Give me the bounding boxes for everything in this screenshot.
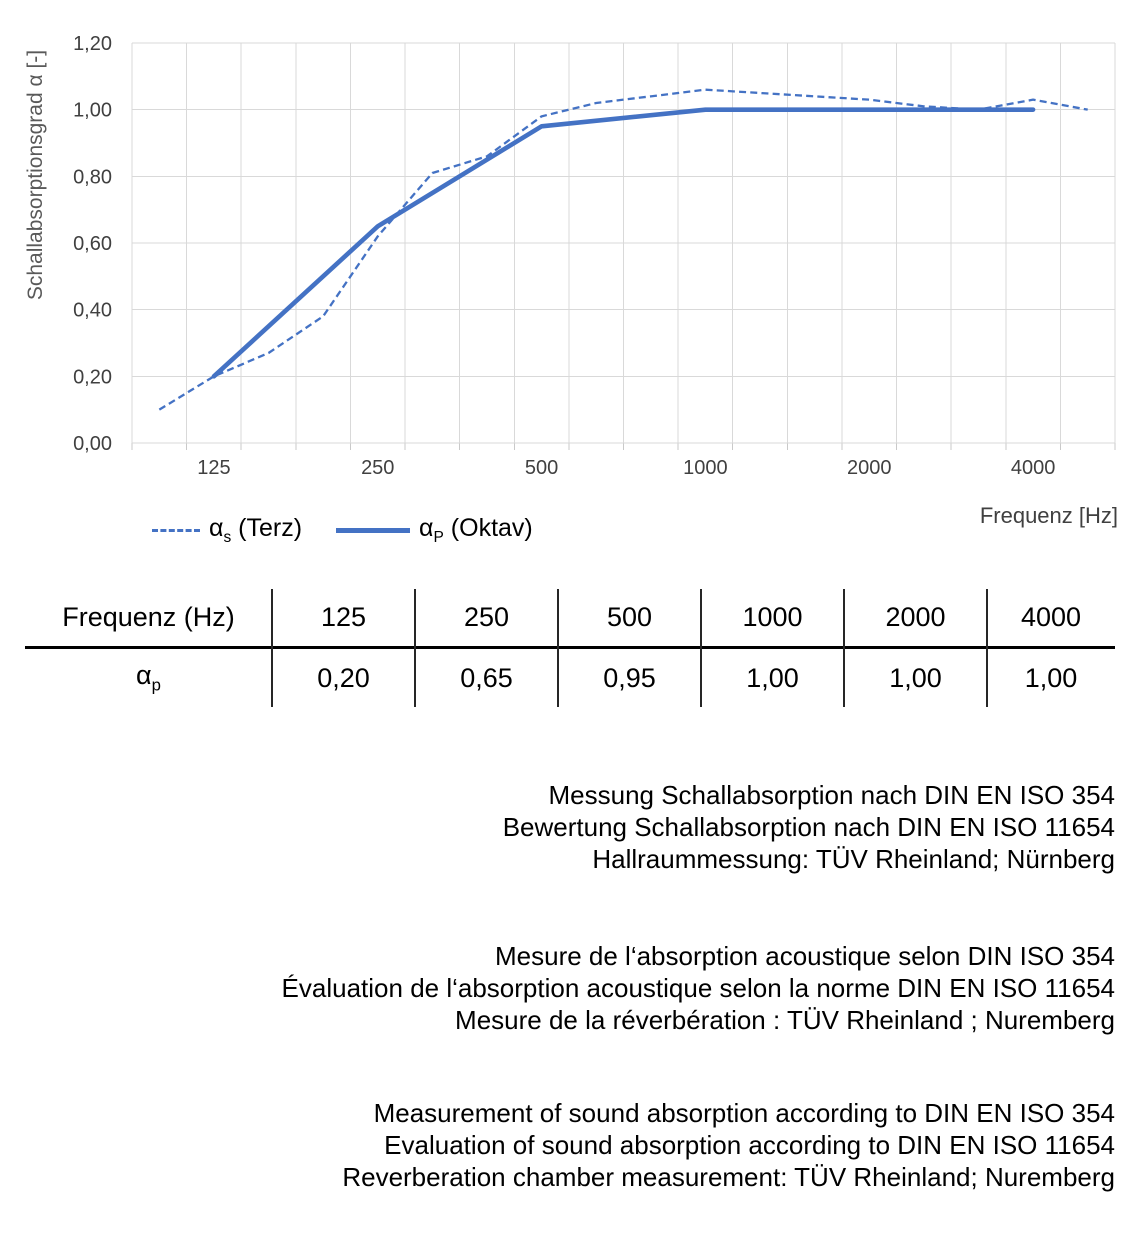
solid-line-icon: [336, 528, 411, 533]
note-line: Évaluation de l‘absorption acoustique se…: [281, 973, 1115, 1003]
svg-text:0,60: 0,60: [73, 233, 112, 255]
svg-text:1,00: 1,00: [73, 100, 112, 122]
svg-text:0,80: 0,80: [73, 166, 112, 188]
table-cell-125: 0,20: [317, 662, 370, 693]
table-header-250: 250: [463, 602, 510, 632]
note-english: Measurement of sound absorption accordin…: [15, 1097, 1115, 1193]
table-data-row: αp 0,20 0,65 0,95 1,00 1,00 1,00: [25, 649, 1115, 707]
note-line: Messung Schallabsorption nach DIN EN ISO…: [548, 780, 1115, 810]
table-header-4000: 4000: [1020, 602, 1082, 632]
table-header-500: 500: [606, 602, 653, 632]
absorption-table: Frequenz (Hz) 125 250 500 1000 2000 4000…: [25, 589, 1115, 707]
note-german: Messung Schallabsorption nach DIN EN ISO…: [15, 779, 1115, 875]
legend-item-terz: αs (Terz): [152, 514, 302, 547]
table-cell-250: 0,65: [460, 662, 513, 693]
series-line-alpha-p-oktav: [211, 107, 1036, 379]
svg-text:4000: 4000: [1011, 457, 1056, 479]
svg-text:1,20: 1,20: [73, 33, 112, 55]
legend-item-oktav: αP (Oktav): [336, 514, 533, 547]
table-header-divider: [25, 646, 1115, 649]
table-header-frequenz: Frequenz (Hz): [62, 602, 235, 632]
legend-label-oktav: αP (Oktav): [419, 514, 533, 546]
svg-text:500: 500: [525, 457, 558, 479]
svg-text:0,40: 0,40: [73, 300, 112, 322]
svg-text:250: 250: [361, 457, 394, 479]
note-line: Mesure de l‘absorption acoustique selon …: [494, 941, 1115, 971]
table-cell-500: 0,95: [603, 662, 656, 693]
table-header-row: Frequenz (Hz) 125 250 500 1000 2000 4000: [25, 589, 1115, 646]
note-line: Reverberation chamber measurement: TÜV R…: [342, 1162, 1115, 1192]
table-column-divider: [986, 589, 988, 707]
chart-legend: αs (Terz) αP (Oktav): [152, 514, 533, 547]
note-line: Mesure de la réverbération : TÜV Rheinla…: [455, 1005, 1115, 1035]
y-tick-labels: 0,00 0,20 0,40 0,60 0,80 1,00 1,20: [73, 33, 112, 455]
x-axis-title: Frequenz [Hz]: [979, 503, 1118, 528]
svg-text:125: 125: [197, 457, 230, 479]
x-tick-labels: 125 250 500 1000 2000 4000: [197, 457, 1055, 479]
table-column-divider: [557, 589, 559, 707]
table-cell-4000: 1,00: [1024, 662, 1078, 693]
table-column-divider: [700, 589, 702, 707]
table-row-label: αp: [136, 660, 161, 695]
note-line: Hallraummessung: TÜV Rheinland; Nürnberg: [592, 844, 1115, 874]
absorption-chart: 0,00 0,20 0,40 0,60 0,80 1,00 1,20 125 250 500 100…: [73, 33, 1116, 479]
table-column-divider: [271, 589, 273, 707]
note-line: Evaluation of sound absorption according…: [384, 1130, 1115, 1160]
grid-lines: [131, 42, 1116, 450]
table-column-divider: [843, 589, 845, 707]
dashed-line-icon: [152, 529, 200, 532]
legend-label-terz: αs (Terz): [209, 514, 303, 546]
svg-text:2000: 2000: [847, 457, 892, 479]
svg-text:0,20: 0,20: [73, 366, 112, 388]
note-line: Bewertung Schallabsorption nach DIN EN I…: [502, 812, 1115, 842]
y-axis-title: Schallabsorptionsgrad α [-]: [24, 49, 47, 301]
table-header-1000: 1000: [742, 602, 803, 632]
table-column-divider: [414, 589, 416, 707]
note-line: Measurement of sound absorption accordin…: [373, 1098, 1115, 1128]
svg-text:0,00: 0,00: [73, 433, 112, 455]
series-line-alpha-s-terz: [158, 88, 1088, 411]
table-cell-2000: 1,00: [889, 662, 942, 693]
table-header-2000: 2000: [885, 602, 946, 632]
table-header-125: 125: [320, 602, 367, 632]
svg-text:1000: 1000: [683, 457, 728, 479]
table-cell-1000: 1,00: [746, 662, 799, 693]
note-french: Mesure de l‘absorption acoustique selon …: [15, 940, 1115, 1036]
